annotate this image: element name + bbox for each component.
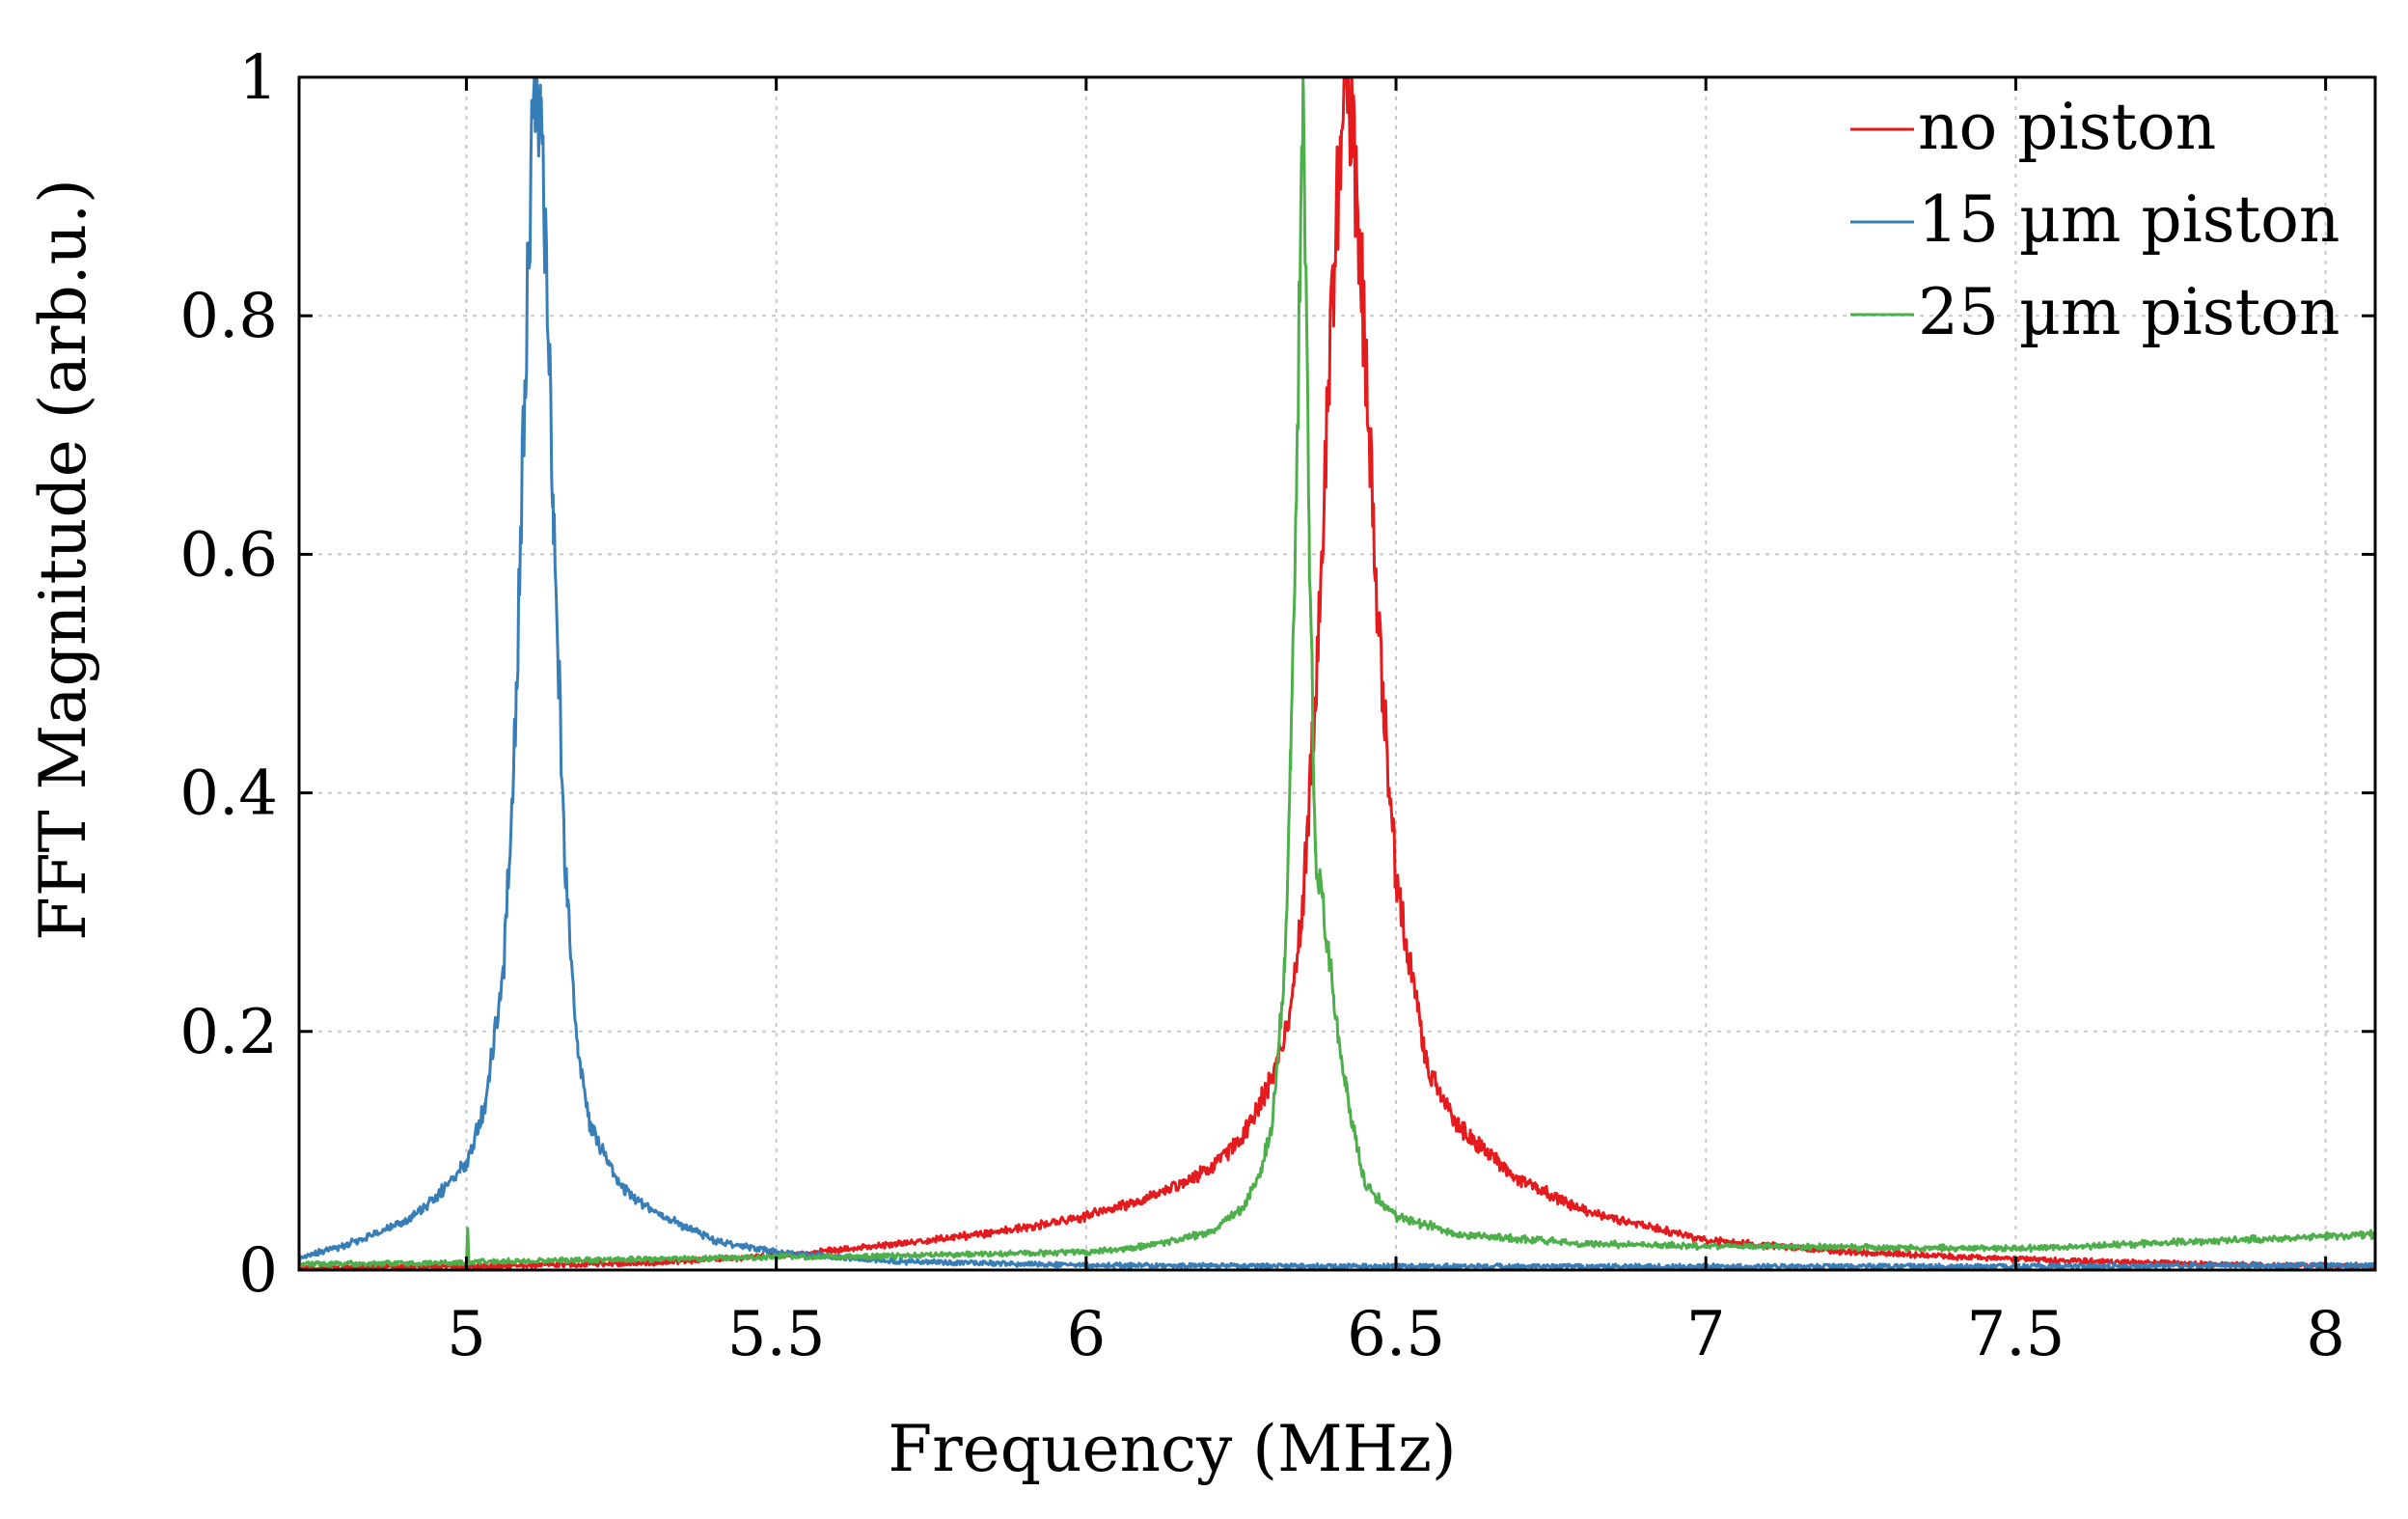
- y-tick-label: 0.2: [179, 997, 278, 1068]
- axes: [297, 75, 2377, 1272]
- x-axis-title: Frequency (MHz): [888, 1412, 1456, 1486]
- y-tick-label: 1: [238, 42, 278, 114]
- y-tick-label: 0.4: [179, 759, 278, 830]
- legend: no piston 15 µm piston 25 µm piston: [1850, 90, 2340, 349]
- legend-label-1: no piston: [1918, 90, 2216, 164]
- legend-label-2: 15 µm piston: [1918, 182, 2340, 257]
- series-line-2: [299, 75, 2375, 1270]
- plot-frame: [297, 75, 2377, 1272]
- x-tick-label: 8: [2306, 1299, 2345, 1370]
- x-tick-label: 7: [1686, 1299, 1726, 1370]
- x-tick-label: 5: [447, 1299, 486, 1370]
- y-tick-label: 0.6: [179, 519, 278, 591]
- x-tick-label: 6: [1066, 1299, 1106, 1370]
- y-tick-label: 0: [238, 1235, 278, 1307]
- x-tick-label: 6.5: [1347, 1299, 1445, 1370]
- y-tick-label: 0.8: [179, 281, 278, 352]
- plot-series: [299, 75, 2375, 1270]
- series-line-3: [299, 75, 2375, 1268]
- x-tick-label: 5.5: [727, 1299, 826, 1370]
- series-line-1: [299, 75, 2375, 1270]
- legend-label-3: 25 µm piston: [1918, 275, 2340, 349]
- tick-labels: 5 5.5 6 6.5 7 7.5 8 0 0.2 0.4 0.6 0.8 1: [179, 42, 2345, 1370]
- y-axis-title: FFT Magnitude (arb.u.): [26, 179, 100, 941]
- x-tick-label: 7.5: [1967, 1299, 2066, 1370]
